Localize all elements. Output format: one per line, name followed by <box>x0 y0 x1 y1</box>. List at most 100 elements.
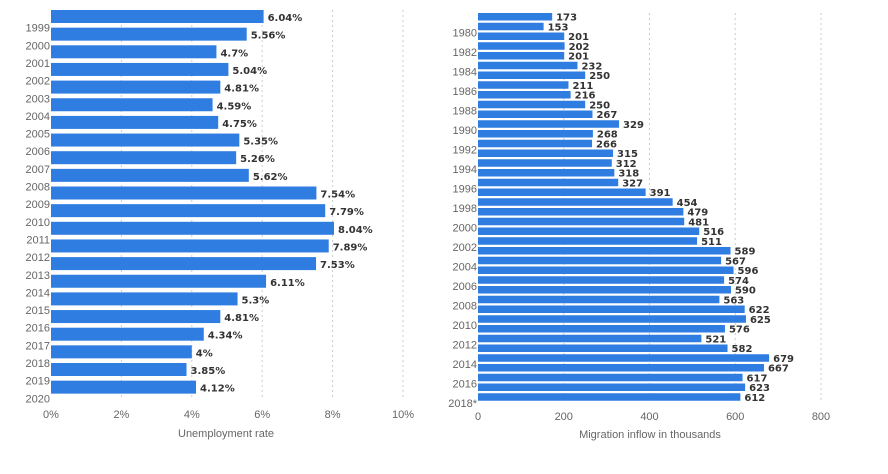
bar-value-label: 5.3% <box>242 295 270 306</box>
bar-value-label: 5.35% <box>243 137 278 148</box>
y-tick-label: 2001 <box>26 58 50 70</box>
migration-bar <box>478 217 685 226</box>
unemployment-bar <box>51 45 217 59</box>
unemployment-bar <box>51 292 238 306</box>
y-tick-label: 2004 <box>453 262 477 274</box>
migration-bar <box>478 286 731 294</box>
bar-value-label: 315 <box>617 149 638 160</box>
bar-value-label: 6.04% <box>268 13 303 24</box>
bar-value-label: 250 <box>589 71 610 82</box>
y-tick-label: 2014 <box>26 287 50 299</box>
unemployment-bar <box>51 327 204 341</box>
bar-value-label: 596 <box>738 266 759 277</box>
bar-value-label: 5.26% <box>240 154 275 165</box>
migration-bar <box>478 295 720 304</box>
migration-bar <box>478 13 553 21</box>
y-tick-label: 1999 <box>26 23 50 35</box>
bar-value-label: 612 <box>744 393 765 404</box>
bar-value-label: 5.56% <box>251 31 286 42</box>
migration-bar <box>478 305 745 313</box>
bar-value-label: 211 <box>572 81 593 92</box>
bar-value-label: 6.11% <box>270 278 305 289</box>
bar-value-label: 268 <box>597 130 618 141</box>
y-tick-label: 2004 <box>26 111 50 123</box>
y-tick-label: 1992 <box>453 145 477 157</box>
migration-bar <box>478 256 722 265</box>
migration-bar <box>478 178 619 187</box>
bar-value-label: 590 <box>735 286 756 297</box>
migration-bar <box>478 139 593 148</box>
bar-value-label: 576 <box>729 325 750 336</box>
bar-value-label: 250 <box>589 100 610 111</box>
y-tick-label: 2000 <box>26 40 50 52</box>
y-tick-label: 1982 <box>453 47 477 59</box>
bar-value-label: 7.89% <box>333 242 368 253</box>
bar-value-label: 582 <box>732 344 753 355</box>
migration-bar <box>478 159 612 167</box>
y-tick-label: 1980 <box>453 28 477 40</box>
bar-value-label: 5.04% <box>232 66 267 77</box>
y-tick-label: 1994 <box>453 164 477 176</box>
migration-bar <box>478 61 578 70</box>
y-tick-label: 1988 <box>453 106 477 118</box>
bar-value-label: 679 <box>773 354 794 365</box>
y-tick-label: 2011 <box>26 234 50 246</box>
y-tick-label: 2018 <box>26 358 50 370</box>
y-tick-label: 2015 <box>26 305 50 317</box>
x-tick-label: 4% <box>184 409 200 421</box>
x-tick-label: 10% <box>392 409 414 421</box>
migration-bar <box>478 42 565 50</box>
migration-bar <box>478 344 728 352</box>
bar-value-label: 391 <box>650 188 671 199</box>
bar-value-label: 312 <box>616 159 637 170</box>
bar-value-label: 4.7% <box>220 48 248 59</box>
x-tick-label: 400 <box>640 411 658 423</box>
y-tick-label: 2009 <box>26 199 50 211</box>
migration-axis-title: Migration inflow in thousands <box>579 429 721 441</box>
bar-value-label: 454 <box>677 198 698 209</box>
bar-value-label: 516 <box>703 227 724 238</box>
bar-value-label: 329 <box>623 120 644 131</box>
y-tick-label: 2007 <box>26 164 50 176</box>
migration-bar <box>478 325 725 333</box>
y-tick-label: 2008 <box>26 182 50 194</box>
bar-value-label: 7.53% <box>320 260 355 271</box>
bar-value-label: 625 <box>750 315 771 326</box>
bar-value-label: 5.62% <box>253 172 288 183</box>
migration-bar <box>478 120 620 128</box>
migration-bar <box>478 208 684 216</box>
bar-value-label: 232 <box>581 61 602 72</box>
unemployment-bar <box>51 310 221 324</box>
unemployment-bar <box>51 98 213 112</box>
migration-bar <box>478 315 746 323</box>
migration-bar <box>478 130 593 138</box>
bar-value-label: 3.85% <box>191 366 226 377</box>
y-tick-label: 2013 <box>26 270 50 282</box>
y-tick-label: 1998 <box>453 203 477 215</box>
unemployment-bar <box>51 151 237 165</box>
x-tick-label: 2% <box>113 409 129 421</box>
y-tick-label: 1984 <box>453 67 477 79</box>
unemployment-bar <box>51 274 267 288</box>
bar-value-label: 4.81% <box>224 313 259 324</box>
unemployment-bar <box>51 186 317 200</box>
bar-value-label: 4.59% <box>217 101 252 112</box>
bar-value-label: 327 <box>622 178 643 189</box>
bar-value-label: 667 <box>768 364 789 375</box>
bar-value-label: 589 <box>735 247 756 258</box>
y-tick-label: 2012 <box>26 252 50 264</box>
unemployment-bar <box>51 133 240 147</box>
migration-bar <box>478 188 646 196</box>
migration-bar <box>478 149 614 157</box>
bar-value-label: 318 <box>618 169 639 180</box>
y-tick-label: 2003 <box>26 93 50 105</box>
y-tick-label: 2018* <box>448 398 477 410</box>
bar-value-label: 201 <box>568 52 589 63</box>
migration-bar <box>478 110 593 118</box>
y-tick-label: 1990 <box>453 125 477 137</box>
migration-bar <box>478 276 725 284</box>
y-tick-label: 2019 <box>26 376 50 388</box>
unemployment-bar <box>51 168 249 182</box>
migration-bar <box>478 383 746 391</box>
bar-value-label: 4.12% <box>200 384 235 395</box>
